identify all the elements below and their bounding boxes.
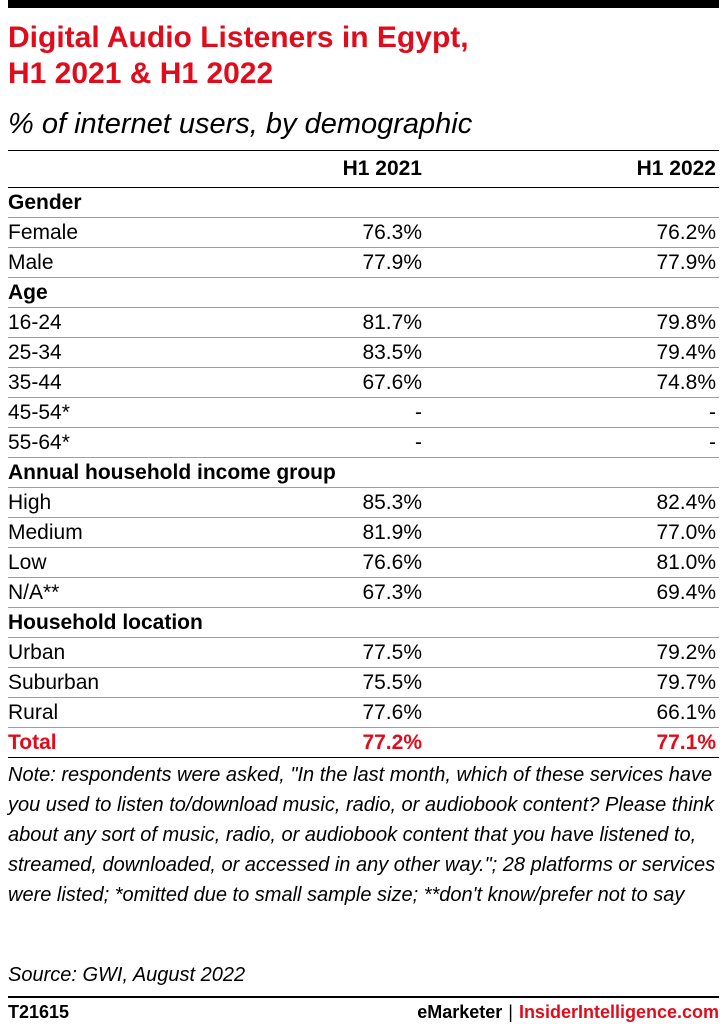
value-h1-2021: - [415,430,422,454]
value-h1-2022: 79.7% [656,670,716,694]
value-h1-2021: 81.9% [362,520,422,544]
value-h1-2021: 67.6% [362,370,422,394]
table-row: 55-64* - - [8,428,719,458]
table-row: 16-24 81.7% 79.8% [8,308,719,338]
row-label: Female [8,220,79,244]
brand-insider-intelligence: InsiderIntelligence.com [518,1002,719,1022]
value-h1-2022: 74.8% [656,370,716,394]
value-h1-2021: 67.3% [362,580,422,604]
value-h1-2022: - [709,400,716,424]
value-h1-2021: 83.5% [362,340,422,364]
row-label: High [8,490,52,514]
section-label: Age [8,280,48,304]
table-row: Female 76.3% 76.2% [8,218,719,248]
value-h1-2022: 79.2% [656,640,716,664]
table-row: Rural 77.6% 66.1% [8,698,719,728]
value-h1-2022: 66.1% [656,700,716,724]
section-label: Household location [8,610,203,634]
table-row: Medium 81.9% 77.0% [8,518,719,548]
table-row: N/A** 67.3% 69.4% [8,578,719,608]
table-row: High 85.3% 82.4% [8,488,719,518]
row-label: Male [8,250,54,274]
column-header-h1-2021: H1 2021 [342,157,422,180]
value-h1-2021: 77.9% [362,250,422,274]
footer-rule [8,996,719,998]
value-h1-2022: 76.2% [656,220,716,244]
row-label: Total [8,730,57,754]
column-header-h1-2022: H1 2022 [636,157,716,180]
row-label: Low [8,550,47,574]
table-row: Male 77.9% 77.9% [8,248,719,278]
section-row: Annual household income group [8,458,719,488]
value-h1-2021: 77.6% [362,700,422,724]
row-label: 16-24 [8,310,62,334]
value-h1-2022: 69.4% [656,580,716,604]
value-h1-2022: 79.4% [656,340,716,364]
row-label: N/A** [8,580,60,604]
row-label: 45-54* [8,400,70,424]
source-line: Source: GWI, August 2022 [8,964,246,986]
table-row: Urban 77.5% 79.2% [8,638,719,668]
value-h1-2021: 77.2% [362,730,422,754]
row-label: Medium [8,520,83,544]
value-h1-2021: - [415,400,422,424]
table-header: H1 2021 H1 2022 [8,150,719,188]
value-h1-2022: - [709,430,716,454]
value-h1-2021: 85.3% [362,490,422,514]
value-h1-2022: 82.4% [656,490,716,514]
section-label: Annual household income group [8,460,336,484]
brand-separator: | [508,1002,513,1022]
footnote: Note: respondents were asked, "In the la… [8,764,716,906]
value-h1-2021: 77.5% [362,640,422,664]
table-row: 25-34 83.5% 79.4% [8,338,719,368]
row-label: 55-64* [8,430,70,454]
table-row: 45-54* - - [8,398,719,428]
value-h1-2022: 77.9% [656,250,716,274]
value-h1-2022: 81.0% [656,550,716,574]
chart-subtitle: % of internet users, by demographic [8,108,473,140]
row-label: Urban [8,640,66,664]
table-row: Low 76.6% 81.0% [8,548,719,578]
chart-code: T21615 [8,1002,70,1022]
value-h1-2021: 75.5% [362,670,422,694]
chart-title: Digital Audio Listeners in Egypt, H1 202… [8,21,469,90]
value-h1-2021: 76.6% [362,550,422,574]
section-row: Household location [8,608,719,638]
section-label: Gender [8,190,82,214]
table-row: Suburban 75.5% 79.7% [8,668,719,698]
row-label: Rural [8,700,59,724]
value-h1-2022: 77.1% [656,730,716,754]
value-h1-2021: 81.7% [362,310,422,334]
table-row: 35-44 67.6% 74.8% [8,368,719,398]
brand-emarketer: eMarketer [417,1002,503,1022]
total-row: Total 77.2% 77.1% [8,728,719,758]
section-row: Age [8,278,719,308]
row-label: 25-34 [8,340,62,364]
row-label: 35-44 [8,370,62,394]
data-table: H1 2021 H1 2022 Gender Female 76.3% 76.2% Ma… [8,150,719,758]
brand-footer: eMarketer | InsiderIntelligence.com [417,1000,719,1024]
value-h1-2022: 77.0% [656,520,716,544]
value-h1-2021: 76.3% [362,220,422,244]
section-row: Gender [8,188,719,218]
value-h1-2022: 79.8% [656,310,716,334]
top-rule [8,0,719,8]
row-label: Suburban [8,670,100,694]
